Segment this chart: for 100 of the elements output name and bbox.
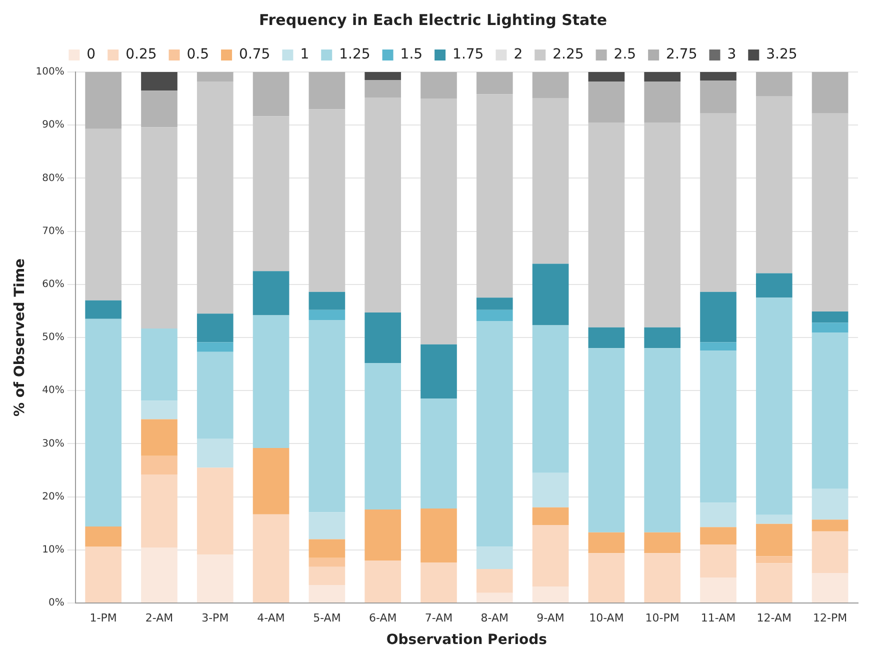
bar: [85, 526, 122, 547]
x-tick-label: 8-AM: [480, 611, 509, 624]
bar: [196, 352, 234, 439]
bar: [644, 122, 681, 328]
y-tick-label: 30%: [42, 438, 64, 450]
bar: [196, 468, 234, 555]
bar: [476, 546, 513, 570]
bar: [532, 325, 569, 473]
bar: [308, 584, 346, 602]
bar: [420, 562, 457, 602]
bar: [756, 563, 792, 602]
bar: [588, 532, 625, 554]
bar: [532, 524, 569, 587]
bar: [141, 456, 178, 474]
legend-label: 1: [300, 46, 310, 63]
bar: [252, 116, 290, 272]
bar: [364, 312, 402, 363]
bar: [141, 548, 178, 602]
bar: [141, 72, 178, 91]
y-tick-label: 90%: [42, 120, 64, 131]
bar: [700, 72, 736, 80]
bar: [588, 72, 625, 82]
bar: [756, 514, 792, 524]
bar: [476, 94, 513, 298]
bar: [588, 122, 625, 328]
bar: [420, 344, 457, 399]
bar: [308, 310, 346, 320]
y-tick-label: 40%: [42, 385, 64, 396]
bar: [252, 271, 290, 316]
legend-label: 3.25: [766, 46, 798, 63]
bar: [308, 292, 346, 310]
bar: [532, 507, 569, 525]
x-tick-label: 2-AM: [145, 611, 174, 624]
bar: [476, 298, 513, 310]
bar: [252, 448, 290, 514]
bar: [476, 321, 513, 547]
bar: [812, 311, 848, 323]
bar: [700, 578, 736, 602]
legend-label: 0.25: [126, 46, 157, 63]
legend-label: 2.75: [666, 46, 698, 63]
bar: [532, 472, 569, 508]
bar: [756, 72, 792, 96]
bar: [812, 322, 848, 333]
bar: [532, 264, 569, 326]
bar: [85, 128, 122, 300]
bar: [476, 72, 513, 94]
x-axis-title: Observation Periods: [386, 632, 548, 648]
bar: [308, 72, 346, 110]
bar: [756, 556, 792, 564]
bar: [308, 566, 346, 585]
bar: [700, 292, 736, 342]
bar: [196, 342, 234, 352]
bar: [252, 72, 290, 116]
bar: [756, 524, 792, 556]
bar: [812, 531, 848, 574]
bar: [85, 546, 122, 602]
bar: [196, 314, 234, 342]
bar: [420, 398, 457, 508]
y-tick-label: 0%: [48, 598, 64, 609]
bar: [588, 553, 625, 602]
bar: [196, 72, 234, 82]
y-tick-label: 60%: [42, 278, 64, 290]
bar: [141, 127, 178, 328]
legend-label: 2.5: [614, 46, 636, 63]
bar: [644, 553, 681, 602]
bar: [141, 474, 178, 548]
bar: [364, 72, 402, 80]
x-tick-label: 12-AM: [756, 611, 792, 624]
bar: [700, 527, 736, 545]
legend-label: 0.75: [239, 46, 270, 63]
bar: [364, 97, 402, 313]
bar: [588, 348, 625, 532]
bar: [420, 72, 457, 99]
bar: [252, 514, 290, 602]
bar: [700, 113, 736, 292]
bar: [700, 502, 736, 528]
bar: [700, 342, 736, 351]
x-tick-label: 7-AM: [424, 611, 453, 624]
bar: [756, 298, 792, 515]
bar: [476, 569, 513, 593]
y-tick-label: 20%: [42, 491, 64, 502]
bar: [812, 573, 848, 602]
legend-label: 1.5: [400, 46, 423, 63]
x-tick-label: 11-AM: [700, 611, 736, 624]
bar: [532, 586, 569, 602]
bar: [420, 508, 457, 563]
x-tick-label: 1-PM: [90, 611, 117, 624]
bar: [812, 72, 848, 114]
bar: [252, 315, 290, 448]
y-tick-label: 100%: [36, 66, 64, 78]
bar: [308, 512, 346, 540]
x-tick-label: 9-AM: [536, 611, 564, 624]
bar: [700, 350, 736, 503]
x-tick-label: 6-AM: [368, 611, 397, 624]
x-tick-label: 10-AM: [589, 611, 624, 624]
bar: [364, 80, 402, 98]
y-tick-label: 10%: [42, 544, 64, 556]
bar: [85, 300, 122, 319]
legend-label: 1.25: [339, 46, 370, 63]
legend-label: 2.25: [552, 46, 584, 63]
